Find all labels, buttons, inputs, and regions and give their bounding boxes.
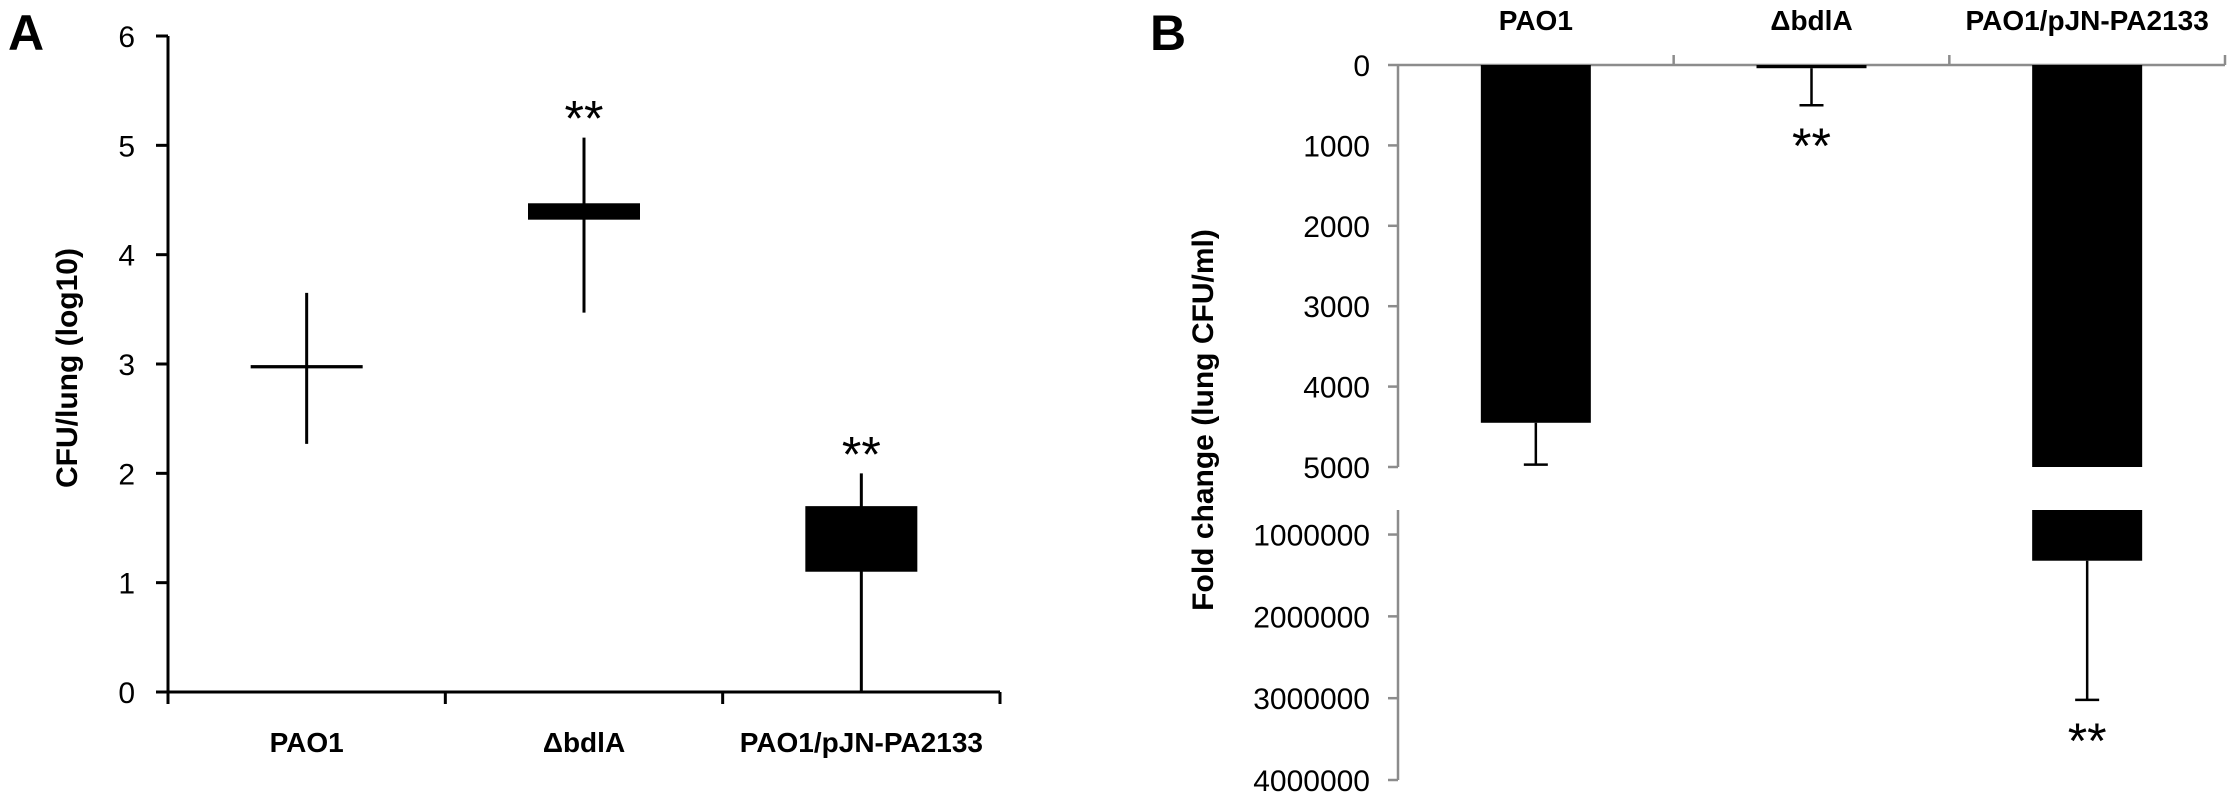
panel-a-y-tick-label: 5 bbox=[118, 130, 135, 163]
panel-b-y-axis-label: Fold change (lung CFU/ml) bbox=[1187, 229, 1220, 611]
panel-b-y-tick-label: 0 bbox=[1353, 50, 1370, 83]
panel-a-letter: A bbox=[8, 5, 44, 61]
panel-b-significance-label: ** bbox=[1792, 118, 1831, 174]
panel-a-y-tick-label: 4 bbox=[118, 240, 135, 273]
panel-a-significance-label: ** bbox=[565, 91, 604, 147]
panel-a-significance-label: ** bbox=[842, 426, 881, 482]
panel-b-y-tick-label: 2000000 bbox=[1253, 601, 1370, 634]
panel-b-bar bbox=[1480, 65, 1591, 423]
panel-b-category-label: ΔbdlA bbox=[1770, 5, 1852, 36]
panel-a-category-label: PAO1/pJN-PA2133 bbox=[740, 727, 983, 758]
panel-b-y-tick-label: 4000 bbox=[1303, 372, 1370, 405]
panel-b-y-tick-label: 1000 bbox=[1303, 130, 1370, 163]
panel-b-y-tick-label: 3000 bbox=[1303, 291, 1370, 324]
panel-b-y-tick-label: 4000000 bbox=[1253, 765, 1370, 798]
panel-a-box bbox=[805, 506, 918, 572]
panel-b-bar bbox=[2032, 65, 2143, 467]
panel-a-category-label: PAO1 bbox=[270, 727, 344, 758]
panel-a-y-tick-label: 2 bbox=[118, 458, 135, 491]
panel-b-y-tick-label: 5000 bbox=[1303, 452, 1370, 485]
panel-b-category-label: PAO1/pJN-PA2133 bbox=[1966, 5, 2209, 36]
panel-a-y-tick-label: 6 bbox=[118, 21, 135, 54]
panel-b-y-tick-label: 1000000 bbox=[1253, 520, 1370, 553]
panel-b-y-tick-label: 3000000 bbox=[1253, 683, 1370, 716]
panel-b-significance-label: ** bbox=[2068, 713, 2107, 769]
panel-a-y-tick-label: 0 bbox=[118, 677, 135, 710]
panel-b-letter: B bbox=[1150, 5, 1186, 61]
panel-b-y-tick-label: 2000 bbox=[1303, 211, 1370, 244]
panel-a-y-tick-label: 1 bbox=[118, 568, 135, 601]
panel-a-box bbox=[250, 365, 363, 369]
panel-b-bar bbox=[1756, 65, 1867, 69]
panel-a-category-label: ΔbdlA bbox=[543, 727, 625, 758]
panel-b-bar-continuation bbox=[2032, 510, 2143, 561]
panel-a-y-axis-label: CFU/lung (log10) bbox=[51, 248, 84, 488]
panel-a-y-tick-label: 3 bbox=[118, 349, 135, 382]
panel-a-box bbox=[528, 203, 640, 220]
panel-b-category-label: PAO1 bbox=[1499, 5, 1573, 36]
